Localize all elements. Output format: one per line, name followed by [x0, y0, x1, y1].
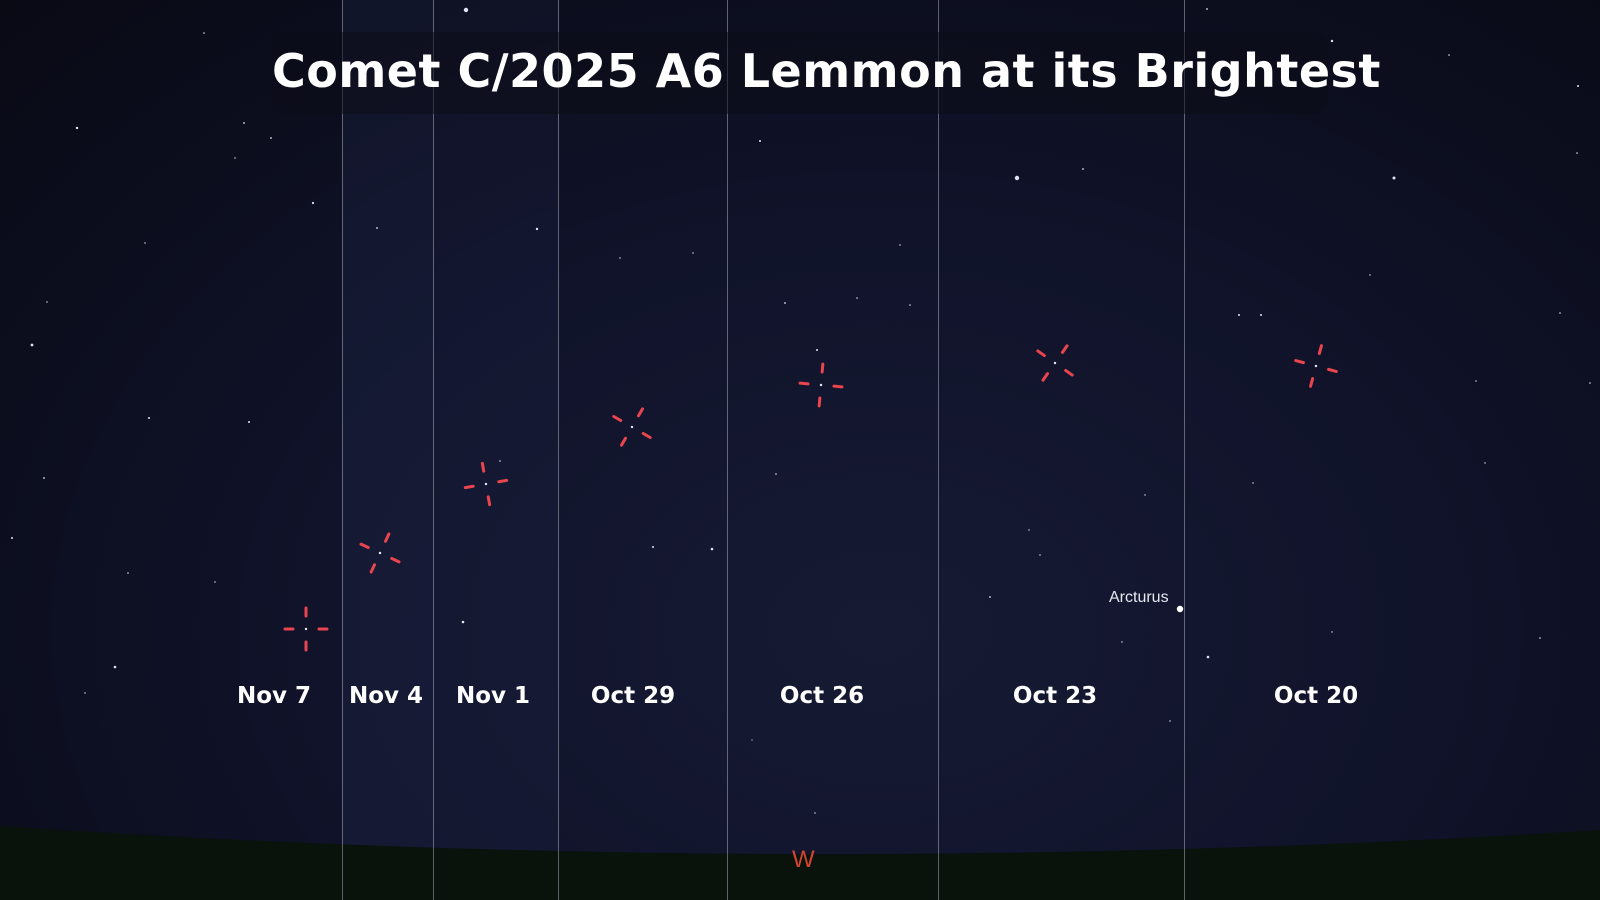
arcturus-star — [1176, 605, 1184, 613]
star — [1589, 382, 1591, 384]
star — [1028, 529, 1030, 531]
star — [909, 304, 911, 306]
star — [461, 620, 465, 624]
star — [43, 477, 45, 479]
star — [814, 812, 816, 814]
date-label-oct-23: Oct 23 — [1012, 683, 1098, 709]
date-label-oct-26: Oct 26 — [779, 683, 865, 709]
star — [1330, 39, 1334, 43]
star — [759, 140, 761, 142]
star — [499, 460, 501, 462]
star — [1539, 637, 1541, 639]
star — [989, 596, 991, 598]
star — [1169, 720, 1171, 722]
date-label-nov-7: Nov 7 — [236, 683, 312, 709]
star — [463, 7, 469, 13]
panel-divider — [1184, 0, 1185, 900]
star — [234, 157, 236, 159]
comet-marker-oct-20 — [1294, 344, 1338, 388]
star — [1206, 8, 1208, 10]
star — [30, 343, 34, 347]
comet-marker-oct-29 — [612, 407, 652, 447]
star — [1238, 314, 1240, 316]
star — [1392, 176, 1396, 180]
star — [1576, 152, 1578, 154]
star — [203, 32, 205, 34]
panel-divider — [727, 0, 728, 900]
star — [816, 349, 818, 351]
panel-shade-nov-1 — [433, 0, 558, 900]
star — [652, 546, 654, 548]
comet-marker-nov-1 — [463, 461, 509, 507]
comet-marker-oct-26 — [798, 362, 844, 408]
star — [214, 581, 216, 583]
star — [1260, 314, 1262, 316]
star — [899, 244, 901, 246]
star — [1082, 168, 1084, 170]
star — [376, 227, 378, 229]
star — [1039, 554, 1041, 556]
star — [243, 122, 245, 124]
star — [248, 421, 250, 423]
panel-divider — [938, 0, 939, 900]
panel-divider — [558, 0, 559, 900]
star — [75, 126, 79, 130]
star — [148, 417, 150, 419]
star — [1121, 641, 1123, 643]
star — [270, 137, 272, 139]
comet-marker-oct-23 — [1036, 344, 1074, 382]
star — [1475, 380, 1477, 382]
compass-west: W — [792, 846, 815, 873]
star — [1252, 482, 1254, 484]
star — [856, 297, 858, 299]
comet-marker-nov-7 — [283, 606, 329, 652]
star — [113, 665, 117, 669]
page-title: Comet C/2025 A6 Lemmon at its Brightest — [272, 44, 1381, 98]
star — [1206, 655, 1210, 659]
star — [144, 242, 146, 244]
star — [1014, 175, 1020, 181]
title-backdrop — [272, 32, 1328, 114]
star — [1577, 85, 1579, 87]
star — [710, 547, 714, 551]
star — [1484, 462, 1486, 464]
star — [784, 302, 786, 304]
star — [535, 227, 539, 231]
date-label-oct-29: Oct 29 — [590, 683, 676, 709]
comet-marker-nov-4 — [359, 532, 401, 574]
star — [127, 572, 129, 574]
star — [692, 252, 694, 254]
star — [619, 257, 621, 259]
star — [1448, 54, 1450, 56]
star — [1369, 274, 1371, 276]
date-label-nov-1: Nov 1 — [455, 683, 531, 709]
star — [1331, 631, 1333, 633]
panel-divider — [433, 0, 434, 900]
panel-shade-nov-4 — [342, 0, 433, 900]
star — [84, 692, 86, 694]
date-label-nov-4: Nov 4 — [348, 683, 424, 709]
panel-divider — [342, 0, 343, 900]
star — [311, 201, 315, 205]
star — [11, 537, 13, 539]
star — [751, 739, 753, 741]
star — [1559, 312, 1561, 314]
star — [775, 473, 777, 475]
star — [1144, 494, 1146, 496]
date-label-oct-20: Oct 20 — [1273, 683, 1359, 709]
star — [46, 301, 48, 303]
star-label-arcturus: Arcturus — [1109, 589, 1169, 606]
